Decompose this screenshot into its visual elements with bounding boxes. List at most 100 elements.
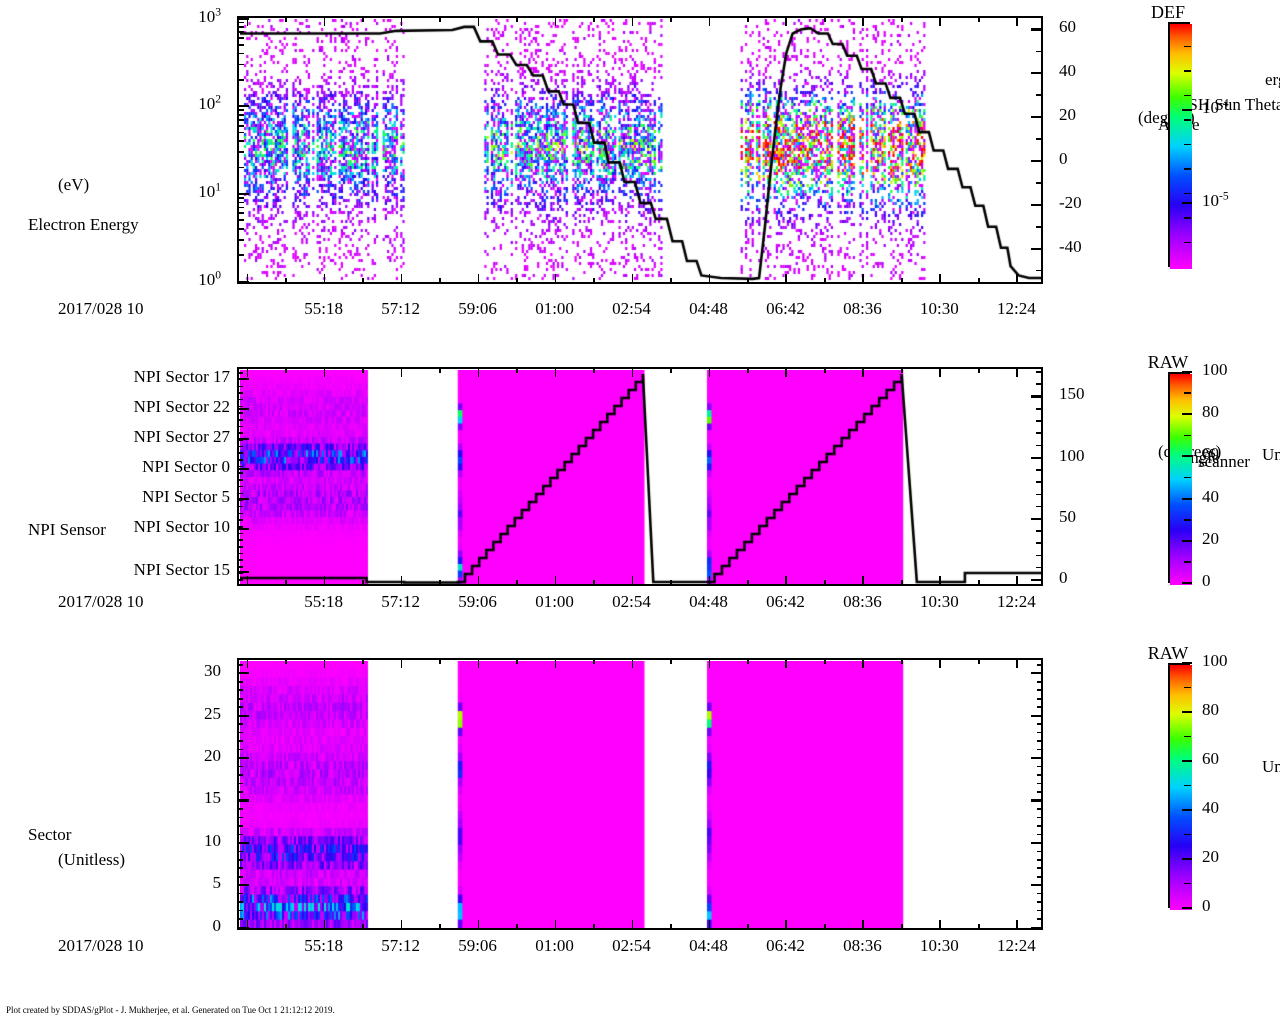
panel-3-right-ytick-minor [1037,706,1043,708]
panel-2-cbtick-label-3: 60 [1202,444,1219,464]
panel-1-cbtick-minor [1184,217,1191,219]
panel-3-xtick [862,920,865,930]
panel-2-ytick-minor [237,552,243,555]
panel-3-cbtick-label-2: 40 [1202,798,1219,817]
panel-2-right-ytick-minor [1036,407,1043,410]
panel-3-ytick-minor [237,748,243,751]
panel-2-xtick [285,580,287,586]
panel-3-cbtick-label-0: 0 [1202,896,1211,915]
panel-1-xtick [516,278,518,284]
panel-3-xtick-label-4: 02:54 [612,936,651,955]
panel-2-right-axis-label: scanner [1198,452,1250,471]
panel-2-ytick-minor [237,385,243,388]
panel-1-xtick [823,278,826,284]
panel-3-ytick-1 [237,884,249,887]
panel-3-xtick-top [477,658,480,668]
panel-3-xtick [746,924,749,930]
panel-2-ytick-3 [237,468,249,471]
panel-2-ytick-minor [237,492,243,495]
panel-1-ytick-minor [237,78,244,81]
panel-1-xtick-top [670,16,672,22]
panel-2-xtick-top [862,367,865,377]
panel-3-cbtick-minor [1184,784,1191,787]
panel-1-ytick-minor [237,238,244,241]
panel-3-ytick-6 [237,672,249,675]
panel-3-cbtick-3 [1182,760,1192,762]
panel-1-cbtick-minor [1184,143,1191,146]
panel-2-xtick [977,580,980,586]
panel-3-right-ytick-minor [1037,867,1043,870]
panel-3-right-ytick-minor [1037,740,1043,742]
panel-3-ytick-minor [237,672,243,675]
panel-2-ytick-label-5: NPI Sector 10 [133,516,230,536]
panel-1-xtick [862,274,865,284]
panel-1-xtick-top [977,16,980,22]
panel-1-xtick-top [746,16,749,22]
panel-3-right-ytick-minor [1037,697,1043,700]
panel-2-cbtick-minor [1184,476,1191,479]
panel-1-xtick [708,274,711,284]
panel-1-ytick-minor [237,197,244,199]
panel-1-right-ytick-label-1: -20 [1059,192,1082,212]
panel-3-right-ytick-minor [1037,782,1043,785]
panel-2-ytick-minor [237,539,243,541]
panel-1-xtick-label-0: 55:18 [304,299,343,318]
panel-3-ytick-minor [237,918,243,920]
panel-2-ytick-6 [237,570,249,573]
panel-3-ytick-minor [237,901,243,903]
panel-2-xtick-top [708,367,711,377]
panel-2-ylabel: NPI Sensor [28,520,106,539]
panel-1-xtick-top [785,16,788,26]
panel-2-right-ytick-minor [1036,517,1043,520]
panel-2-xtick-top [900,367,903,373]
panel-2-right-ytick-minor [1036,566,1043,569]
panel-2-right-ytick-label-1: 50 [1059,506,1076,526]
panel-3-cbtick-5 [1182,662,1192,664]
panel-2-ytick-minor [237,546,243,548]
panel-3-right-ytick-minor [1037,875,1043,878]
panel-2-ytick-minor [237,465,243,468]
panel-1-xtick-top [439,16,441,22]
panel-3-xtick-label-2: 59:06 [458,936,497,955]
panel-2-xtick [862,576,865,586]
panel-3-xtick [900,924,903,930]
panel-3-ytick-minor [237,774,243,776]
panel-1-xtick-top [246,16,249,26]
panel-1-cbtick-minor [1184,119,1191,121]
panel-3-cbtick-label-4: 80 [1202,700,1219,719]
panel-2-ytick-minor [237,445,243,448]
panel-3-ytick-minor [237,850,243,853]
panel-1-ytick-label-1: 101 [198,180,221,201]
panel-1-right-ytick-minor [1036,182,1043,184]
panel-1-xtick [554,274,557,284]
panel-3-xtick [362,924,364,930]
panel-3-ytick-minor [237,842,243,844]
panel-2-xtick-top [823,367,826,373]
panel-2-ytick-label-4: NPI Sector 5 [142,486,230,506]
panel-1-ytick-minor [237,44,244,46]
panel-3-ytick-minor [237,680,243,683]
panel-2-xtick [477,576,480,586]
panel-1-right-ytick-minor [1036,116,1043,118]
panel-1-right-ytick-minor [1036,269,1043,272]
panel-3-xtick-top [246,658,249,668]
panel-3-ytick-minor [237,731,243,734]
panel-3-right-ytick-minor [1037,689,1043,692]
panel-3-xtick [1016,920,1018,930]
panel-3-right-ytick-5 [1031,714,1043,717]
panel-3-xtick [593,924,595,930]
panel-3-xtick [939,920,942,930]
panel-1-cbtick-minor [1184,94,1191,97]
panel-1-ytick-minor [237,109,244,112]
panel-2-ytick-minor [237,378,243,381]
panel-1-xtick-top [939,16,942,26]
panel-2-cbtick-label-0: 0 [1202,571,1211,590]
panel-3-right-ytick-minor [1037,791,1043,793]
panel-3-ytick-label-3: 15 [204,788,221,808]
panel-1-xtick-top [708,16,711,26]
panel-2-ytick-minor [237,439,243,441]
panel-3-ytick-minor [237,740,243,742]
panel-1-xtick-top [323,16,326,26]
panel-2-cbtick-minor [1184,434,1191,437]
panel-2-xtick-top [323,367,326,377]
